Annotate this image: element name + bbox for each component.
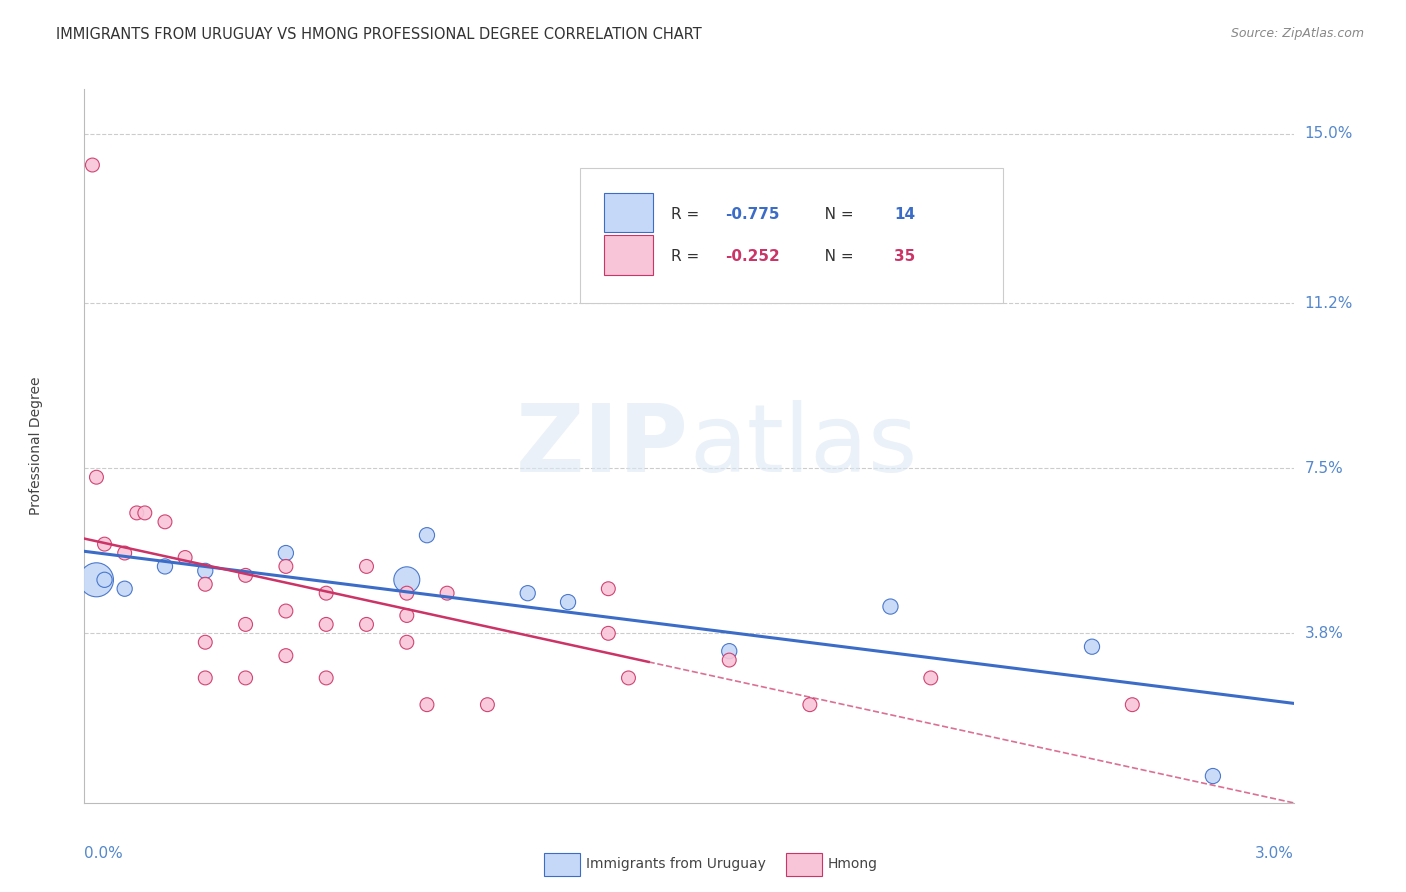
Point	[395, 573, 418, 587]
Point	[174, 550, 197, 565]
Point	[1202, 769, 1225, 783]
Point	[416, 528, 439, 542]
Text: -0.252: -0.252	[725, 250, 780, 264]
Text: N =: N =	[810, 207, 858, 221]
Point	[274, 546, 297, 560]
Point	[416, 698, 439, 712]
Text: Source: ZipAtlas.com: Source: ZipAtlas.com	[1230, 27, 1364, 40]
Point	[235, 617, 257, 632]
Text: 3.8%: 3.8%	[1305, 626, 1344, 640]
Text: IMMIGRANTS FROM URUGUAY VS HMONG PROFESSIONAL DEGREE CORRELATION CHART: IMMIGRANTS FROM URUGUAY VS HMONG PROFESS…	[56, 27, 702, 42]
Point	[557, 595, 579, 609]
FancyBboxPatch shape	[786, 853, 823, 876]
Point	[235, 671, 257, 685]
Point	[516, 586, 538, 600]
Point	[356, 559, 378, 574]
Point	[718, 653, 741, 667]
Point	[86, 470, 108, 484]
Point	[1081, 640, 1104, 654]
Point	[879, 599, 901, 614]
Point	[194, 577, 217, 591]
Text: Professional Degree: Professional Degree	[30, 376, 44, 516]
Point	[436, 586, 458, 600]
Text: N =: N =	[810, 250, 858, 264]
Point	[395, 586, 418, 600]
Text: 7.5%: 7.5%	[1305, 461, 1343, 475]
Text: 0.0%: 0.0%	[84, 846, 124, 861]
Point	[93, 537, 115, 551]
Point	[395, 608, 418, 623]
Point	[315, 671, 337, 685]
Text: R =: R =	[671, 207, 704, 221]
Point	[114, 582, 136, 596]
Point	[315, 586, 337, 600]
FancyBboxPatch shape	[605, 235, 652, 275]
FancyBboxPatch shape	[544, 853, 581, 876]
Point	[477, 698, 499, 712]
Point	[153, 515, 176, 529]
Text: Hmong: Hmong	[828, 857, 877, 871]
Point	[153, 559, 176, 574]
Point	[86, 573, 108, 587]
Point	[125, 506, 148, 520]
Point	[718, 644, 741, 658]
Text: 14: 14	[894, 207, 915, 221]
Point	[395, 635, 418, 649]
Point	[920, 671, 942, 685]
Point	[274, 604, 297, 618]
Text: R =: R =	[671, 250, 704, 264]
Point	[598, 582, 620, 596]
Point	[93, 573, 115, 587]
FancyBboxPatch shape	[605, 193, 652, 232]
Point	[134, 506, 156, 520]
Point	[194, 635, 217, 649]
Text: ZIP: ZIP	[516, 400, 689, 492]
Text: 3.0%: 3.0%	[1254, 846, 1294, 861]
Point	[274, 559, 297, 574]
Text: Immigrants from Uruguay: Immigrants from Uruguay	[586, 857, 766, 871]
Point	[235, 568, 257, 582]
Point	[799, 698, 821, 712]
Point	[114, 546, 136, 560]
Text: -0.775: -0.775	[725, 207, 780, 221]
Point	[598, 626, 620, 640]
Text: atlas: atlas	[689, 400, 917, 492]
Text: 35: 35	[894, 250, 915, 264]
FancyBboxPatch shape	[581, 168, 1004, 303]
Point	[356, 617, 378, 632]
Point	[194, 564, 217, 578]
Text: 15.0%: 15.0%	[1305, 127, 1353, 141]
Text: 11.2%: 11.2%	[1305, 296, 1353, 310]
Point	[315, 617, 337, 632]
Point	[82, 158, 104, 172]
Point	[274, 648, 297, 663]
Point	[1121, 698, 1143, 712]
Point	[194, 671, 217, 685]
Point	[617, 671, 640, 685]
